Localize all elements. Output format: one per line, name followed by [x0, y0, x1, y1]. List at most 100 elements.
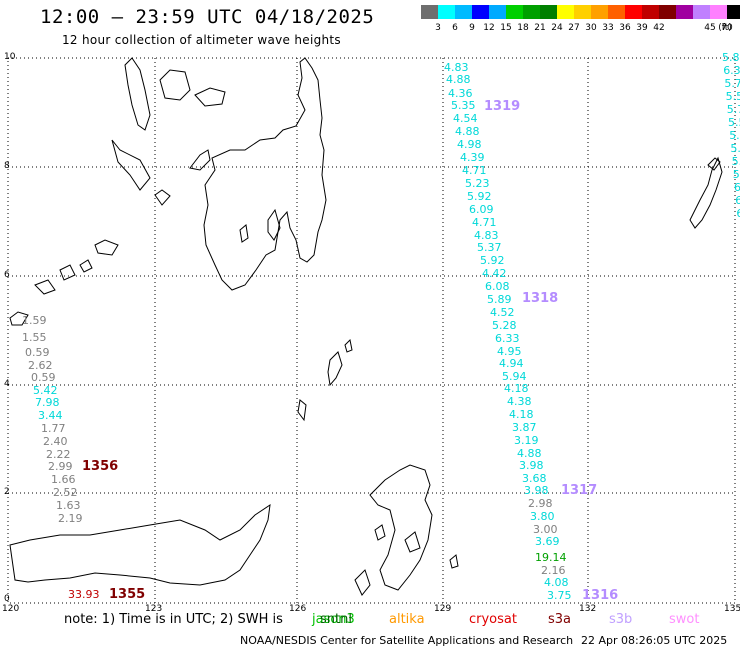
wave-height-value: 5. — [732, 168, 740, 181]
wave-height-value: 6. — [734, 181, 740, 194]
wave-height-value: 5.5 — [728, 116, 740, 129]
mission-s3a: s3a — [548, 612, 572, 627]
map-title: 12:00 – 23:59 UTC 04/18/2025 — [40, 6, 375, 28]
wave-height-value: 3.98 — [524, 484, 549, 497]
wave-height-value: 6.09 — [469, 203, 494, 216]
colorbar-swatch — [472, 5, 489, 19]
wave-height-value: 4.39 — [460, 151, 485, 164]
footer-credit: NOAA/NESDIS Center for Satellite Applica… — [240, 634, 574, 647]
wave-height-value: 5.37 — [477, 241, 502, 254]
colorbar-label: 39 — [636, 23, 648, 33]
colorbar-label: 30 — [585, 23, 597, 33]
colorbar-swatch — [591, 5, 608, 19]
wave-height-value: 2.16 — [541, 564, 566, 577]
wave-height-value: 2.19 — [58, 512, 83, 525]
wave-height-value: 5.7 — [724, 77, 740, 90]
lon-label-120: 120 — [2, 604, 20, 614]
pass-number-label: 1355 — [109, 587, 146, 602]
footer-timestamp: 22 Apr 08:26:05 UTC 2025 — [581, 634, 728, 647]
wave-height-value: 5.92 — [480, 254, 505, 267]
wave-height-value: 4.18 — [504, 382, 529, 395]
wave-height-value: 33.93 — [68, 588, 100, 601]
wave-height-value: 4.71 — [472, 216, 497, 229]
colorbar-swatch — [608, 5, 625, 19]
wave-height-value: 5.94 — [502, 370, 527, 383]
wave-height-value: 2.22 — [46, 448, 71, 461]
colorbar-label: 15 — [500, 23, 512, 33]
lat-label-6: 6 — [4, 270, 10, 280]
colorbar-swatch — [659, 5, 676, 19]
wave-height-value: 2.52 — [53, 486, 78, 499]
wave-height-value: 5.28 — [492, 319, 517, 332]
lat-label-8: 8 — [4, 161, 10, 171]
wave-height-value: 3.98 — [519, 459, 544, 472]
wave-height-value: 5.8 — [729, 129, 740, 142]
wave-height-value: 2.98 — [528, 497, 553, 510]
wave-height-value: 7.98 — [35, 396, 60, 409]
colorbar-swatch — [421, 5, 438, 19]
wave-height-value: 19.14 — [535, 551, 567, 564]
wave-height-value: 3.19 — [514, 434, 539, 447]
lon-label-126: 126 — [289, 604, 307, 614]
pass-number-label: 1317 — [561, 483, 598, 498]
colorbar-swatch — [557, 5, 574, 19]
wave-height-value: 4.94 — [499, 357, 524, 370]
wave-height-value: 4.08 — [544, 576, 569, 589]
pass-number-label: 1356 — [82, 459, 119, 474]
mission-swot: swot — [669, 612, 700, 627]
wave-height-value: 6.33 — [495, 332, 520, 345]
colorbar-swatch — [489, 5, 506, 19]
mission-altika: altika — [389, 612, 425, 627]
wave-height-value: 5.35 — [451, 99, 476, 112]
map-subtitle: 12 hour collection of altimeter wave hei… — [62, 33, 341, 47]
colorbar-label: 9 — [469, 23, 475, 33]
colorbar-swatch — [540, 5, 557, 19]
colorbar-unit: (ft) — [718, 23, 732, 33]
wave-height-value: 6.08 — [485, 280, 510, 293]
wave-height-value: 3.68 — [522, 472, 547, 485]
colorbar-label: 21 — [534, 23, 546, 33]
lat-label-4: 4 — [4, 379, 10, 389]
colorbar-label: 33 — [602, 23, 614, 33]
wave-height-value: 5.23 — [465, 177, 490, 190]
coastline — [9, 57, 723, 596]
colorbar-label: 18 — [517, 23, 529, 33]
wave-height-value: 3.44 — [38, 409, 63, 422]
map-frame — [7, 57, 736, 604]
wave-height-value: 1.66 — [51, 473, 76, 486]
wave-height-value: 2.99 — [48, 460, 73, 473]
colorbar-label: 6 — [452, 23, 458, 33]
wave-height-value: 2.40 — [43, 435, 68, 448]
wave-height-value: 3.87 — [512, 421, 537, 434]
lon-label-135: 135 — [724, 604, 740, 614]
lat-label-2: 2 — [4, 487, 10, 497]
wave-height-value: 5.7 — [726, 103, 740, 116]
wave-height-value: 4.88 — [517, 447, 542, 460]
colorbar-swatch — [438, 5, 455, 19]
wave-height-value: 5.89 — [487, 293, 512, 306]
colorbar-swatch — [693, 5, 710, 19]
colorbar-label: 27 — [568, 23, 580, 33]
wave-height-value: 4.83 — [474, 229, 499, 242]
colorbar-swatch — [506, 5, 523, 19]
wave-height-value: 2.62 — [28, 359, 53, 372]
wave-height-value: 4.38 — [507, 395, 532, 408]
wave-height-value: 5. — [730, 142, 740, 155]
colorbar-label: 3 — [435, 23, 441, 33]
wave-height-value: 3.00 — [533, 523, 558, 536]
colorbar-swatch — [574, 5, 591, 19]
wave-height-value: 1.77 — [41, 422, 66, 435]
wave-height-value: 4.98 — [457, 138, 482, 151]
colorbar-label: 45 — [704, 23, 716, 33]
wave-height-value: 3.75 — [547, 589, 572, 602]
wave-height-value: 5.42 — [33, 384, 58, 397]
colorbar-label: 24 — [551, 23, 563, 33]
colorbar-swatch — [727, 5, 740, 19]
wave-height-value: 1.59 — [22, 314, 47, 327]
mission-jason3: jason3 — [312, 612, 355, 627]
wave-height-value: 4.42 — [482, 267, 507, 280]
wave-height-value: 4.88 — [446, 73, 471, 86]
colorbar-swatch — [625, 5, 642, 19]
mission-s3b: s3b — [609, 612, 633, 627]
